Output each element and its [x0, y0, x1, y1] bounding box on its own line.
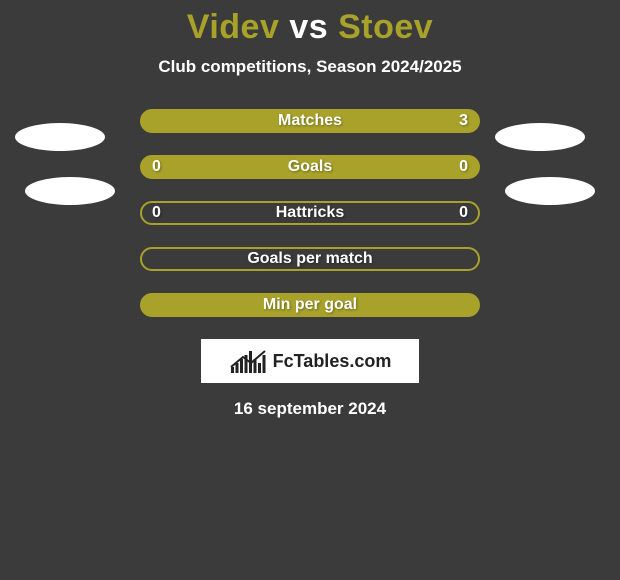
stat-row: Hattricks 0 0: [140, 201, 480, 225]
stat-label: Goals per match: [247, 250, 372, 268]
stat-row: Min per goal: [140, 293, 480, 317]
stat-value-right: 0: [459, 158, 468, 176]
stats-rows: Matches 3 Goals 0 0 Hattricks 0 0 Goals per matc…: [140, 109, 480, 317]
comparison-card: Videv vs Stoev Club competitions, Season…: [0, 0, 620, 580]
brand-logo: FcTables.com: [201, 339, 419, 383]
date-label: 16 september 2024: [0, 399, 620, 419]
avatar-left-1: [15, 123, 105, 151]
avatar-right-1: [495, 123, 585, 151]
stat-label: Matches: [278, 112, 342, 130]
stat-value-left: 0: [152, 158, 161, 176]
stat-label: Min per goal: [263, 296, 357, 314]
stat-row: Goals per match: [140, 247, 480, 271]
stat-row: Goals 0 0: [140, 155, 480, 179]
subtitle: Club competitions, Season 2024/2025: [0, 57, 620, 77]
stat-value-left: 0: [152, 204, 161, 222]
vs-separator: vs: [289, 8, 328, 46]
stat-value-right: 0: [459, 204, 468, 222]
brand-text: FcTables.com: [273, 351, 392, 372]
avatar-right-2: [505, 177, 595, 205]
player2-name: Stoev: [338, 8, 433, 46]
stat-value-right: 3: [459, 112, 468, 130]
page-title: Videv vs Stoev: [0, 0, 620, 47]
stat-label: Goals: [288, 158, 332, 176]
stat-label: Hattricks: [276, 204, 344, 222]
player1-name: Videv: [187, 8, 280, 46]
bar-chart-icon: [229, 347, 269, 375]
stat-row: Matches 3: [140, 109, 480, 133]
avatar-left-2: [25, 177, 115, 205]
